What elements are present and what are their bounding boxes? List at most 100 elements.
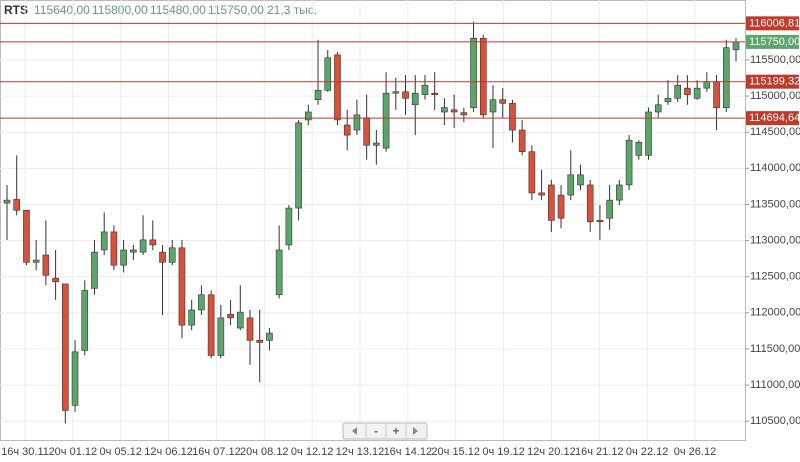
level-tag [746,16,799,31]
x-tick-label: 0ч 12.12 [291,446,333,458]
nav-left[interactable] [352,427,357,435]
candle-body [62,283,69,411]
candle-body [227,313,234,319]
candle-body [120,249,127,266]
candle-body [518,129,526,153]
candle-body [91,251,98,289]
candle-body [130,249,137,253]
candle-body [732,41,740,51]
header-volume: 21,3 тыс. [267,3,317,17]
candle-body [246,317,254,341]
plot-frame [0,0,746,441]
x-tick-label: 16ч 14.12 [384,446,433,458]
candle-body [382,92,390,149]
candle-body [373,142,380,146]
candle-body [334,54,341,121]
y-tick-label: 111500,00 [750,343,800,355]
y-tick-label: 115500,00 [750,54,800,66]
candle-body [314,90,322,101]
candle-body [23,209,30,263]
candle-body [528,151,536,194]
y-tick-label: 113500,00 [750,198,800,210]
candle-body [198,294,205,311]
candle-body [654,104,662,113]
candle-body [178,247,186,326]
candle-body [353,114,361,131]
candle-body [32,259,40,263]
candle-body [577,174,584,186]
candle-body [470,37,477,108]
candle-body [188,309,195,326]
candle-body [256,339,264,343]
candle-body [324,57,332,91]
candle-body [567,174,575,196]
candle-body [460,112,468,116]
candle-body [42,254,50,276]
candle-body [489,99,497,113]
candle-body [81,290,89,351]
level-label: 115199,32 [749,76,800,88]
x-tick-label: 20ч 08.12 [240,446,289,458]
navigator: - + [342,422,428,440]
candle-body [421,84,429,95]
candle-body [499,99,507,104]
y-tick-label: 114000,00 [750,162,800,174]
candle-body [266,332,273,341]
nav-button[interactable]: - [374,424,378,438]
candle-body [635,142,643,156]
y-tick-label: 113000,00 [750,234,800,246]
candle-body [693,87,701,99]
candle-body [616,184,623,201]
nav-right[interactable] [413,427,418,435]
candle-body [606,199,613,219]
candle-body [431,92,438,95]
level-tag [746,111,799,126]
candle-body [343,124,351,136]
candle-body [684,87,691,95]
candle-body [149,239,157,246]
candle-body [674,84,681,99]
candle-body [168,247,176,263]
candle-body [363,117,370,146]
candle-body [625,139,633,186]
candle-body [450,109,458,113]
candle-body [236,311,244,329]
candle-body [645,111,652,156]
y-tick-label: 114500,00 [750,126,800,138]
candle-body [159,251,166,263]
candle-body [275,249,283,296]
y-tick-label: 112000,00 [750,307,800,319]
candle-body [411,92,419,106]
header-symbol: RTS [4,3,28,17]
candle-body [139,239,147,253]
y-tick-label: 112500,00 [750,271,800,283]
candle-body [392,91,400,94]
level-label: 115750,00 [749,36,800,48]
candle-body [52,277,59,283]
x-tick-label: 16ч 21.12 [575,446,624,458]
candle-body [285,207,293,246]
level-tag [746,74,799,89]
nav-button[interactable]: + [392,424,399,438]
x-tick-label: 16ч 07.12 [192,446,241,458]
candle-body [538,192,545,196]
candle-body [100,231,108,251]
header-high: 115800,00 [92,3,148,17]
candle-body [110,231,118,266]
candle-body [217,317,225,356]
candle-body [596,220,604,223]
y-tick-label: 115000,00 [750,90,800,102]
x-tick-label: 12ч 20.12 [527,446,576,458]
candle-body [509,103,516,131]
candle-body [548,184,555,221]
x-tick-label: 0ч 05.12 [99,446,141,458]
candle-body [402,91,409,99]
candle-body [295,122,302,209]
candle-body [13,199,21,211]
header-close: 115750,00 [208,3,264,17]
x-tick-label: 12ч 13.12 [336,446,385,458]
candle-body [71,351,79,406]
x-tick-label: 0ч 26.12 [674,446,716,458]
candle-body [479,37,487,116]
